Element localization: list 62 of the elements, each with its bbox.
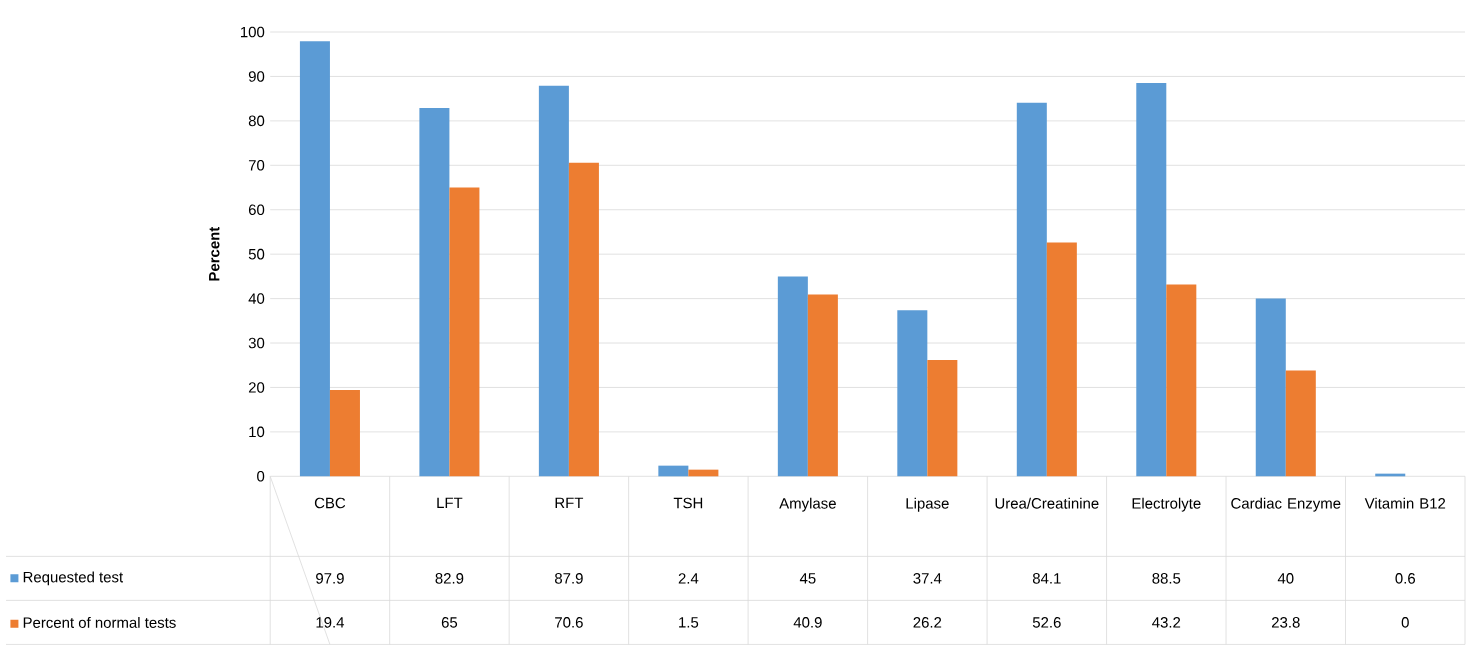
y-tick-label: 100 [240, 26, 265, 38]
data-label: 23.8 [1271, 616, 1300, 628]
bar [329, 389, 360, 477]
y-tick-label: 50 [248, 248, 265, 260]
data-label: 70.6 [555, 616, 583, 628]
y-tick-label: 40 [248, 293, 265, 304]
bar [1046, 242, 1077, 477]
x-tick-label: Lipase [906, 497, 949, 512]
bar [927, 359, 958, 477]
legend-label: Percent of normal tests [23, 616, 176, 628]
y-tick-label: 60 [248, 204, 265, 215]
data-label: 88.5 [1152, 572, 1181, 584]
bar [1136, 82, 1167, 477]
bar [538, 85, 569, 477]
data-label: 52.6 [1032, 616, 1061, 628]
y-tick-label: 30 [248, 337, 265, 349]
data-label: 37.4 [913, 572, 942, 584]
bar [897, 309, 928, 477]
data-label: 40.9 [793, 616, 822, 628]
bar [688, 469, 719, 477]
bar [658, 465, 689, 477]
x-tick-label: TSH [673, 497, 703, 509]
y-tick-label: 0 [257, 470, 265, 482]
data-label: 19.4 [316, 616, 345, 628]
bar [419, 107, 450, 477]
y-tick-label: 20 [248, 381, 265, 393]
data-label: 0 [1401, 616, 1409, 628]
x-tick-label: Vitamin B12 [1364, 497, 1446, 509]
bar [568, 162, 599, 477]
data-label: 87.9 [555, 572, 583, 584]
x-tick-label: CBC [314, 497, 346, 509]
data-label: 0.6 [1395, 572, 1416, 584]
bar [1016, 102, 1047, 477]
data-label: 97.9 [316, 572, 344, 584]
data-label: 45 [799, 572, 816, 584]
x-tick-label: LFT [437, 497, 463, 508]
y-tick-label: 90 [248, 70, 265, 82]
data-label: 65 [441, 616, 458, 628]
bar [1255, 298, 1286, 477]
x-tick-label: Urea/Creatinine [995, 497, 1099, 509]
bar [299, 41, 330, 477]
x-tick-label: Amylase [779, 497, 836, 512]
bar [1166, 284, 1197, 477]
data-label: 1.5 [679, 616, 699, 628]
y-tick-label: 10 [249, 426, 265, 437]
bar [807, 294, 838, 477]
data-label: 2.4 [678, 572, 699, 584]
data-label: 43.2 [1152, 616, 1181, 628]
y-tick-label: 80 [248, 115, 265, 126]
data-label: 26.2 [913, 616, 942, 628]
x-tick-label: Cardiac Enzyme [1231, 497, 1341, 512]
bar [1285, 370, 1316, 477]
y-tick-label: 70 [248, 159, 265, 171]
x-tick-label: Electrolyte [1132, 497, 1201, 512]
data-label: 82.9 [435, 572, 464, 584]
x-tick-label: RFT [555, 497, 584, 508]
y-axis-title: Percent [209, 226, 220, 281]
bar [449, 187, 480, 477]
legend-label: Requested test [23, 571, 124, 586]
data-label: 40 [1277, 572, 1294, 584]
bar [777, 276, 808, 477]
data-label: 84.1 [1032, 572, 1061, 584]
